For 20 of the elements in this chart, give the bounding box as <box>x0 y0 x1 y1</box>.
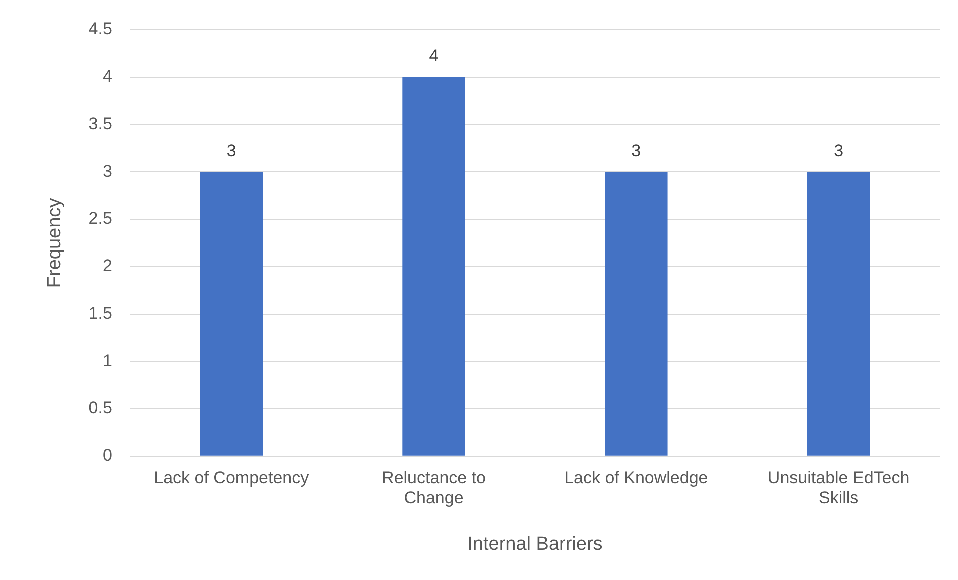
x-tick-label: Unsuitable EdTech Skills <box>768 468 910 508</box>
y-tick-label: 4 <box>102 67 112 86</box>
y-tick-label: 3.5 <box>88 114 112 134</box>
x-tick-label: Lack of Knowledge <box>564 468 708 488</box>
y-tick-label: 2 <box>102 256 112 276</box>
x-tick-label: Lack of Competency <box>154 468 310 488</box>
y-axis-title: Frequency <box>44 198 66 288</box>
data-label: 3 <box>226 141 236 160</box>
y-tick-label: 3 <box>102 162 112 181</box>
y-tick-label: 2.5 <box>88 209 112 228</box>
data-label: 3 <box>632 141 642 160</box>
x-tick-label: Reluctance to Change <box>382 468 486 508</box>
y-tick-label: 0.5 <box>88 398 112 418</box>
data-label: 4 <box>429 46 439 66</box>
x-axis-title: Internal Barriers <box>468 534 603 555</box>
y-tick-label: 4.5 <box>88 20 112 39</box>
y-tick-label: 0 <box>102 446 112 466</box>
y-tick-label: 1.5 <box>88 304 112 323</box>
data-label: 3 <box>834 141 844 160</box>
y-tick-label: 1 <box>102 351 112 370</box>
